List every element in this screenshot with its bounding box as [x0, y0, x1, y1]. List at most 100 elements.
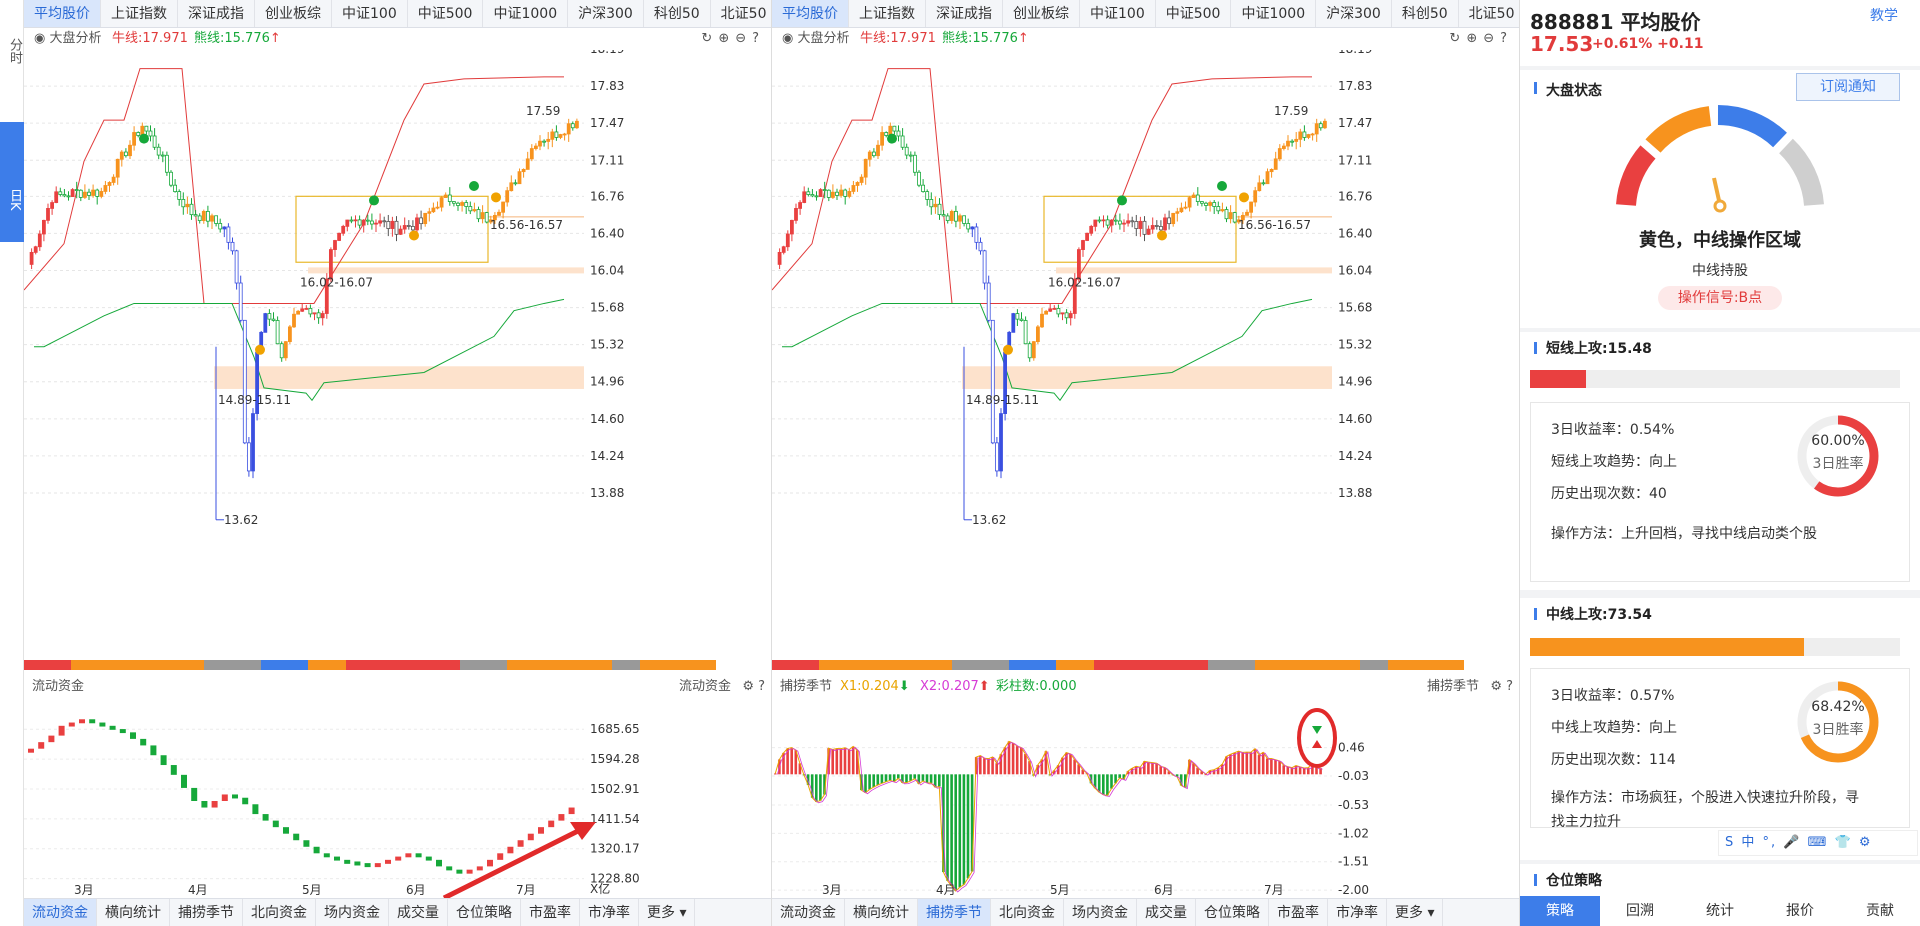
tab-horizontal[interactable]: 横向统计	[845, 899, 918, 926]
candle-body	[876, 144, 880, 157]
tab-quote[interactable]: 报价	[1786, 903, 1814, 919]
section-marker	[1534, 608, 1537, 620]
mid-term-stats: 3日收益率：0.57% 中线上攻趋势：向上 历史出现次数：114 操作方法：市场…	[1530, 668, 1910, 830]
candle-body	[986, 282, 991, 321]
indicator-name-right[interactable]: 捕捞季节	[1426, 679, 1479, 694]
candlestick-chart[interactable]: 18.19 17.83 17.47 17.11 16.76 16.40 16.04 15.68…	[24, 50, 772, 660]
tab-csi500[interactable]: 中证500	[408, 0, 484, 27]
tab-shanghai[interactable]: 上证指数	[849, 0, 926, 27]
candle-body	[218, 223, 223, 230]
tab-shenzhen[interactable]: 深证成指	[178, 0, 255, 27]
candle-body	[1027, 343, 1032, 359]
liquidity-bar	[385, 859, 391, 864]
indicator-tools[interactable]: ⚙ ?	[1490, 679, 1513, 694]
buy-marker	[255, 344, 265, 355]
analysis-dropdown[interactable]: ◉ 大盘分析	[782, 31, 850, 46]
candle-body	[111, 176, 116, 183]
candle-body	[374, 222, 378, 225]
fishing-tick-label: -1.02	[1338, 826, 1369, 840]
mid-win-label: 3日胜率	[1812, 722, 1864, 738]
tab-backtrack[interactable]: 回溯	[1626, 903, 1654, 919]
tab-shanghai[interactable]: 上证指数	[101, 0, 178, 27]
tab-csi1000[interactable]: 中证1000	[1231, 0, 1317, 27]
candle-body	[1035, 326, 1040, 343]
sell-marker	[887, 133, 897, 144]
candle-body	[941, 214, 946, 217]
candlestick-chart[interactable]: 18.19 17.83 17.47 17.11 16.76 16.40 16.04 15.68…	[772, 50, 1520, 660]
tab-avg-price[interactable]: 平均股价	[24, 0, 101, 27]
subscribe-button[interactable]: 订阅通知	[1796, 73, 1900, 101]
tab-contribution[interactable]: 贡献	[1866, 903, 1894, 919]
tab-pb[interactable]: 市净率	[580, 899, 639, 926]
tab-bse50[interactable]: 北证50	[1459, 0, 1519, 27]
tab-csi100[interactable]: 中证100	[1080, 0, 1156, 27]
down-arrow-icon	[1312, 726, 1322, 734]
liquidity-bar	[415, 853, 422, 858]
candle-body	[904, 146, 909, 156]
tab-horizontal[interactable]: 横向统计	[97, 899, 170, 926]
tab-fishing[interactable]: 捕捞季节	[170, 899, 243, 926]
tab-star50[interactable]: 科创50	[1392, 0, 1459, 27]
candle-body	[1072, 278, 1077, 314]
liquidity-chart[interactable]: 1685.65 1594.28 1502.91 1411.54 1320.17 1228.…	[24, 698, 772, 898]
indicator-tools[interactable]: ⚙ ?	[742, 679, 765, 694]
fishing-bar	[1003, 747, 1007, 775]
tab-fenshi[interactable]: 分时	[7, 38, 22, 64]
liquidity-bar	[487, 859, 493, 867]
tab-pb[interactable]: 市净率	[1328, 899, 1387, 926]
indicator-name-right[interactable]: 流动资金	[678, 679, 731, 694]
fishing-bar	[1229, 754, 1232, 775]
tab-northbound[interactable]: 北向资金	[991, 899, 1064, 926]
tab-northbound[interactable]: 北向资金	[243, 899, 316, 926]
fishing-bar	[1294, 765, 1298, 775]
tab-position[interactable]: 仓位策略	[1196, 899, 1269, 926]
tab-csi1000[interactable]: 中证1000	[483, 0, 569, 27]
tab-more[interactable]: 更多 ▾	[1387, 899, 1444, 926]
candle-body	[1015, 313, 1020, 320]
candle-body	[517, 171, 522, 185]
candle-body	[1011, 313, 1016, 333]
tab-onfloor[interactable]: 场内资金	[316, 899, 389, 926]
tab-stats[interactable]: 统计	[1706, 903, 1734, 919]
tab-volume[interactable]: 成交量	[389, 899, 448, 926]
chart-tools[interactable]: ↻⊕⊖?	[701, 31, 765, 46]
candle-body	[386, 221, 391, 229]
tab-more[interactable]: 更多 ▾	[639, 899, 696, 926]
candle-body	[87, 191, 91, 196]
indicator-name: 流动资金	[32, 679, 85, 694]
tab-fishing[interactable]: 捕捞季节	[918, 899, 991, 926]
tab-chinext[interactable]: 创业板综	[255, 0, 332, 27]
fishing-bar	[1073, 759, 1076, 775]
fishing-season-chart[interactable]: 0.46 -0.03 -0.53 -1.02 -1.51 -2.00 3月 4月 5月 6月 7月	[772, 698, 1520, 898]
analysis-dropdown[interactable]: ◉ 大盘分析	[34, 31, 102, 46]
tab-csi300[interactable]: 沪深300	[1316, 0, 1392, 27]
tab-liquidity[interactable]: 流动资金	[24, 899, 97, 926]
tab-onfloor[interactable]: 场内资金	[1064, 899, 1137, 926]
ime-toolbar[interactable]: S 中 °, 🎤 ⌨ 👕 ⚙	[1718, 830, 1918, 856]
liquidity-unit: X亿	[590, 881, 610, 896]
tab-star50[interactable]: 科创50	[644, 0, 711, 27]
tab-rik[interactable]: 日K	[0, 122, 24, 242]
fishing-bar	[917, 774, 921, 784]
tab-avg-price[interactable]: 平均股价	[772, 0, 849, 27]
tab-position[interactable]: 仓位策略	[448, 899, 521, 926]
candle-body	[814, 195, 819, 198]
candle-body	[54, 191, 59, 203]
teach-link[interactable]: 教学	[1870, 8, 1898, 24]
chart-tools[interactable]: ↻⊕⊖?	[1449, 31, 1513, 46]
tab-pe[interactable]: 市盈率	[521, 899, 580, 926]
tab-strategy[interactable]: 策略	[1520, 896, 1600, 926]
fishing-bar	[1138, 767, 1142, 775]
tab-csi100[interactable]: 中证100	[332, 0, 408, 27]
price-tick-label: 18.19	[590, 50, 624, 56]
tab-pe[interactable]: 市盈率	[1269, 899, 1328, 926]
tab-csi300[interactable]: 沪深300	[568, 0, 644, 27]
tab-csi500[interactable]: 中证500	[1156, 0, 1232, 27]
price-annotation: 16.56-16.57	[490, 218, 563, 232]
tab-volume[interactable]: 成交量	[1137, 899, 1196, 926]
tab-chinext[interactable]: 创业板综	[1003, 0, 1080, 27]
tab-bse50[interactable]: 北证50	[711, 0, 771, 27]
tab-liquidity[interactable]: 流动资金	[772, 899, 845, 926]
tab-shenzhen[interactable]: 深证成指	[926, 0, 1003, 27]
liquidity-bar	[456, 869, 463, 874]
